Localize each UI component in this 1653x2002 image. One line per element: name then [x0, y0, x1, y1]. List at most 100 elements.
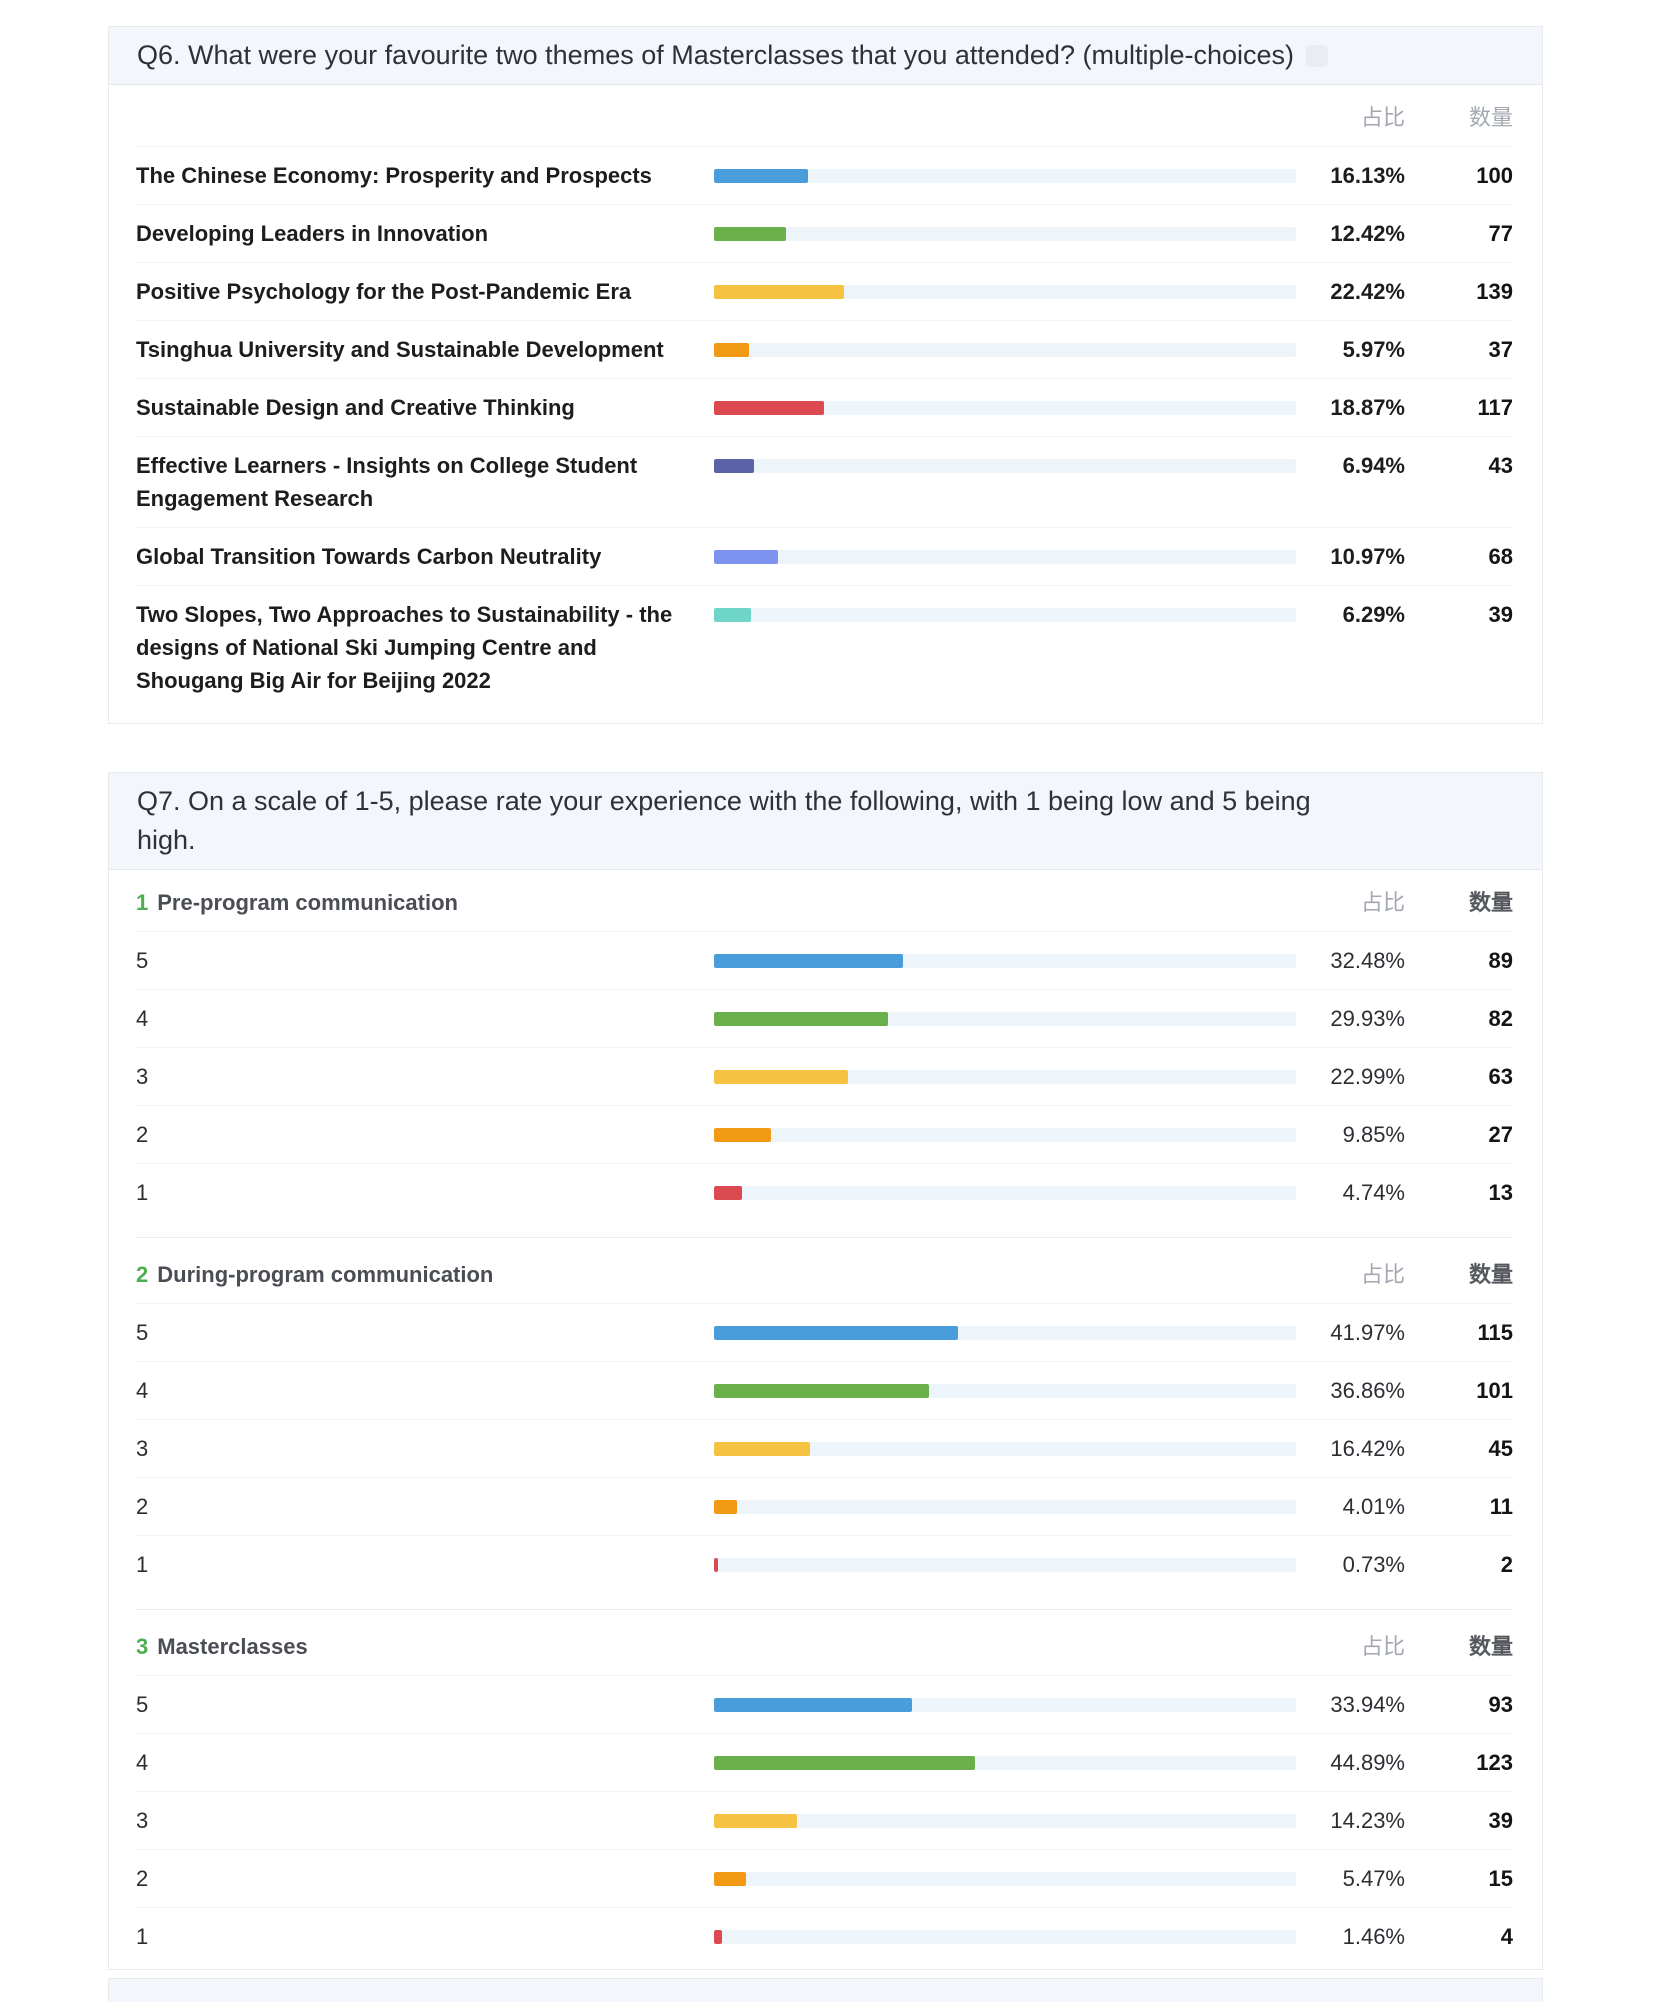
- answer-row: Two Slopes, Two Approaches to Sustainabi…: [136, 585, 1513, 709]
- count-value: 2: [1500, 1552, 1513, 1577]
- bar-track: [714, 1384, 1296, 1398]
- bar-fill: [714, 1442, 810, 1456]
- bar-track: [714, 401, 1296, 415]
- rating-section: 3 Masterclasses 占比 数量 5: [136, 1609, 1513, 1965]
- rating-rows: 5 32.48% 89 4: [136, 931, 1513, 1221]
- rating-rows: 5 33.94% 93 4: [136, 1675, 1513, 1965]
- section-title: During-program communication: [157, 1262, 494, 1287]
- rating-row: 4 44.89% 123: [136, 1733, 1513, 1791]
- column-spacer: [136, 101, 1296, 134]
- rating-label: 2: [136, 1122, 149, 1147]
- share-column-header: 占比: [1360, 1634, 1405, 1659]
- bar-fill: [714, 1930, 723, 1944]
- answer-row: Global Transition Towards Carbon Neutral…: [136, 527, 1513, 585]
- count-value: 13: [1488, 1180, 1513, 1205]
- bar-fill: [714, 1558, 719, 1572]
- rating-label: 4: [136, 1750, 149, 1775]
- bar-track: [714, 954, 1296, 968]
- bar-fill: [714, 1070, 848, 1084]
- rating-label: 5: [136, 1320, 149, 1345]
- share-value: 9.85%: [1342, 1122, 1405, 1147]
- column-spacer: [458, 886, 1296, 919]
- rating-label: 4: [136, 1378, 149, 1403]
- count-value: 27: [1488, 1122, 1513, 1147]
- rating-row: 5 32.48% 89: [136, 931, 1513, 989]
- bar-fill: [714, 954, 904, 968]
- rating-row: 1 1.46% 4: [136, 1907, 1513, 1965]
- answer-label: Tsinghua University and Sustainable Deve…: [136, 337, 664, 362]
- bar-fill: [714, 1698, 912, 1712]
- bar-track: [714, 227, 1296, 241]
- rating-label: 1: [136, 1180, 149, 1205]
- share-value: 0.73%: [1342, 1552, 1405, 1577]
- count-column-header: 数量: [1468, 890, 1513, 915]
- bar-track: [714, 1186, 1296, 1200]
- answer-label: Sustainable Design and Creative Thinking: [136, 395, 575, 420]
- bar-track: [714, 1872, 1296, 1886]
- bar-fill: [714, 1012, 889, 1026]
- count-column-header: 数量: [1468, 1262, 1513, 1287]
- q6-header-band: Q6. What were your favourite two themes …: [109, 27, 1542, 85]
- count-value: 45: [1488, 1436, 1513, 1461]
- bar-fill: [714, 608, 751, 622]
- bar-fill: [714, 285, 845, 299]
- bar-track: [714, 343, 1296, 357]
- bar-track: [714, 550, 1296, 564]
- rating-row: 4 36.86% 101: [136, 1361, 1513, 1419]
- count-value: 82: [1488, 1006, 1513, 1031]
- share-value: 12.42%: [1330, 221, 1405, 246]
- section-number: 2: [136, 1262, 149, 1287]
- rating-section: 1 Pre-program communication 占比 数量 5: [136, 874, 1513, 1221]
- question-action-icon[interactable]: [1306, 45, 1329, 67]
- answer-label: Two Slopes, Two Approaches to Sustainabi…: [136, 602, 673, 693]
- section-number: 1: [136, 890, 149, 915]
- bar-track: [714, 169, 1296, 183]
- count-value: 43: [1488, 453, 1513, 478]
- rating-row: 4 29.93% 82: [136, 989, 1513, 1047]
- count-value: 117: [1477, 395, 1514, 420]
- count-value: 4: [1500, 1924, 1513, 1949]
- rating-section: 2 During-program communication 占比 数量 5: [136, 1237, 1513, 1593]
- share-value: 44.89%: [1330, 1750, 1405, 1775]
- bar-fill: [714, 1756, 976, 1770]
- share-value: 22.42%: [1330, 279, 1405, 304]
- bar-track: [714, 1756, 1296, 1770]
- share-value: 14.23%: [1330, 1808, 1405, 1833]
- rating-row: 3 14.23% 39: [136, 1791, 1513, 1849]
- answer-row: Tsinghua University and Sustainable Deve…: [136, 320, 1513, 378]
- answer-row: The Chinese Economy: Prosperity and Pros…: [136, 146, 1513, 204]
- next-card-top-edge: [108, 1978, 1543, 2002]
- bar-track: [714, 1930, 1296, 1944]
- share-value: 33.94%: [1330, 1692, 1405, 1717]
- share-value: 10.97%: [1330, 544, 1405, 569]
- count-column-header: 数量: [1468, 105, 1513, 130]
- count-column-header: 数量: [1468, 1634, 1513, 1659]
- bar-track: [714, 1558, 1296, 1572]
- count-value: 139: [1476, 279, 1513, 304]
- q6-body: 占比 数量 The Chinese Economy: Prosperity an…: [109, 85, 1542, 723]
- q7-title: Q7. On a scale of 1-5, please rate your …: [137, 786, 1311, 855]
- section-number: 3: [136, 1634, 149, 1659]
- bar-fill: [714, 1872, 746, 1886]
- section-title: Masterclasses: [157, 1634, 308, 1659]
- count-value: 63: [1488, 1064, 1513, 1089]
- count-value: 39: [1488, 602, 1513, 627]
- count-value: 37: [1488, 337, 1513, 362]
- share-value: 41.97%: [1330, 1320, 1405, 1345]
- rating-label: 2: [136, 1494, 149, 1519]
- section-title: Pre-program communication: [157, 890, 458, 915]
- answer-label: Global Transition Towards Carbon Neutral…: [136, 544, 602, 569]
- bar-fill: [714, 1814, 797, 1828]
- bar-track: [714, 1012, 1296, 1026]
- rating-label: 3: [136, 1064, 149, 1089]
- bar-track: [714, 1070, 1296, 1084]
- answer-row: Developing Leaders in Innovation 12.42% …: [136, 204, 1513, 262]
- question-card-q6: Q6. What were your favourite two themes …: [108, 26, 1543, 724]
- bar-track: [714, 1698, 1296, 1712]
- share-value: 4.74%: [1342, 1180, 1405, 1205]
- bar-track: [714, 1128, 1296, 1142]
- share-value: 36.86%: [1330, 1378, 1405, 1403]
- share-column-header: 占比: [1360, 890, 1405, 915]
- answer-label: Effective Learners - Insights on College…: [136, 453, 638, 511]
- rating-row: 3 22.99% 63: [136, 1047, 1513, 1105]
